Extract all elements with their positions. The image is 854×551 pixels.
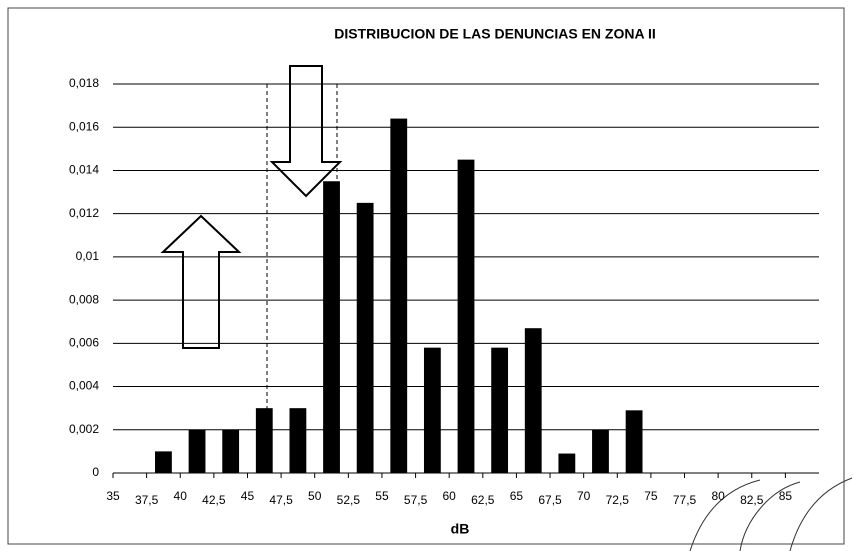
y-tick-label: 0,008: [69, 292, 99, 306]
y-tick-label: 0,014: [69, 163, 99, 177]
x-tick-label: 47,5: [269, 493, 293, 507]
x-tick-label: 40: [174, 489, 188, 503]
bar: [524, 328, 542, 473]
x-tick-label: 55: [375, 489, 389, 503]
frame: [7, 7, 845, 545]
x-tick-label: 77,5: [673, 493, 697, 507]
up-arrow: [160, 214, 242, 349]
bar: [592, 429, 609, 473]
down-arrow: [269, 65, 343, 198]
bar: [457, 159, 475, 473]
x-tick-label: 37,5: [135, 493, 159, 507]
x-tick-label: 75: [644, 489, 658, 503]
y-tick-label: 0,012: [69, 206, 99, 220]
bar: [491, 347, 509, 473]
x-tick-label: 80: [711, 489, 725, 503]
x-tick-label: 45: [241, 489, 255, 503]
bar: [323, 181, 340, 473]
x-tick-label: 57,5: [404, 493, 428, 507]
x-axis-label: dB: [451, 521, 470, 537]
x-tick-label: 62,5: [471, 493, 495, 507]
y-tick-label: 0,002: [69, 422, 99, 436]
x-tick-label: 60: [443, 489, 457, 503]
x-tick-label: 35: [106, 489, 120, 503]
x-tick-label: 50: [308, 489, 322, 503]
hand-shadow: [689, 477, 853, 551]
bar: [188, 429, 206, 473]
x-tick-label: 72,5: [606, 493, 630, 507]
bar: [390, 118, 408, 474]
y-tick-label: 0,004: [69, 379, 99, 393]
x-tick-label: 82,5: [740, 493, 764, 507]
bar: [625, 410, 643, 473]
bar: [558, 453, 576, 473]
y-tick-label: 0,016: [69, 119, 99, 133]
y-tick-label: 0,006: [69, 336, 99, 350]
x-tick-label: 70: [577, 489, 591, 503]
x-tick-label: 42,5: [202, 493, 226, 507]
y-tick-label: 0: [92, 465, 99, 479]
bar: [155, 451, 172, 473]
x-tick-label: 85: [779, 489, 793, 503]
bar: [255, 408, 273, 473]
bar: [356, 202, 374, 473]
bar: [423, 347, 441, 473]
x-tick-label: 65: [510, 489, 524, 503]
x-tick-label: 67,5: [538, 493, 562, 507]
chart-title: DISTRIBUCION DE LAS DENUNCIAS EN ZONA II: [334, 26, 656, 42]
bar: [222, 429, 240, 473]
x-tick-label: 52,5: [337, 493, 361, 507]
bar: [289, 408, 307, 473]
y-tick-label: 0,01: [76, 249, 100, 263]
y-tick-label: 0,018: [69, 76, 99, 90]
